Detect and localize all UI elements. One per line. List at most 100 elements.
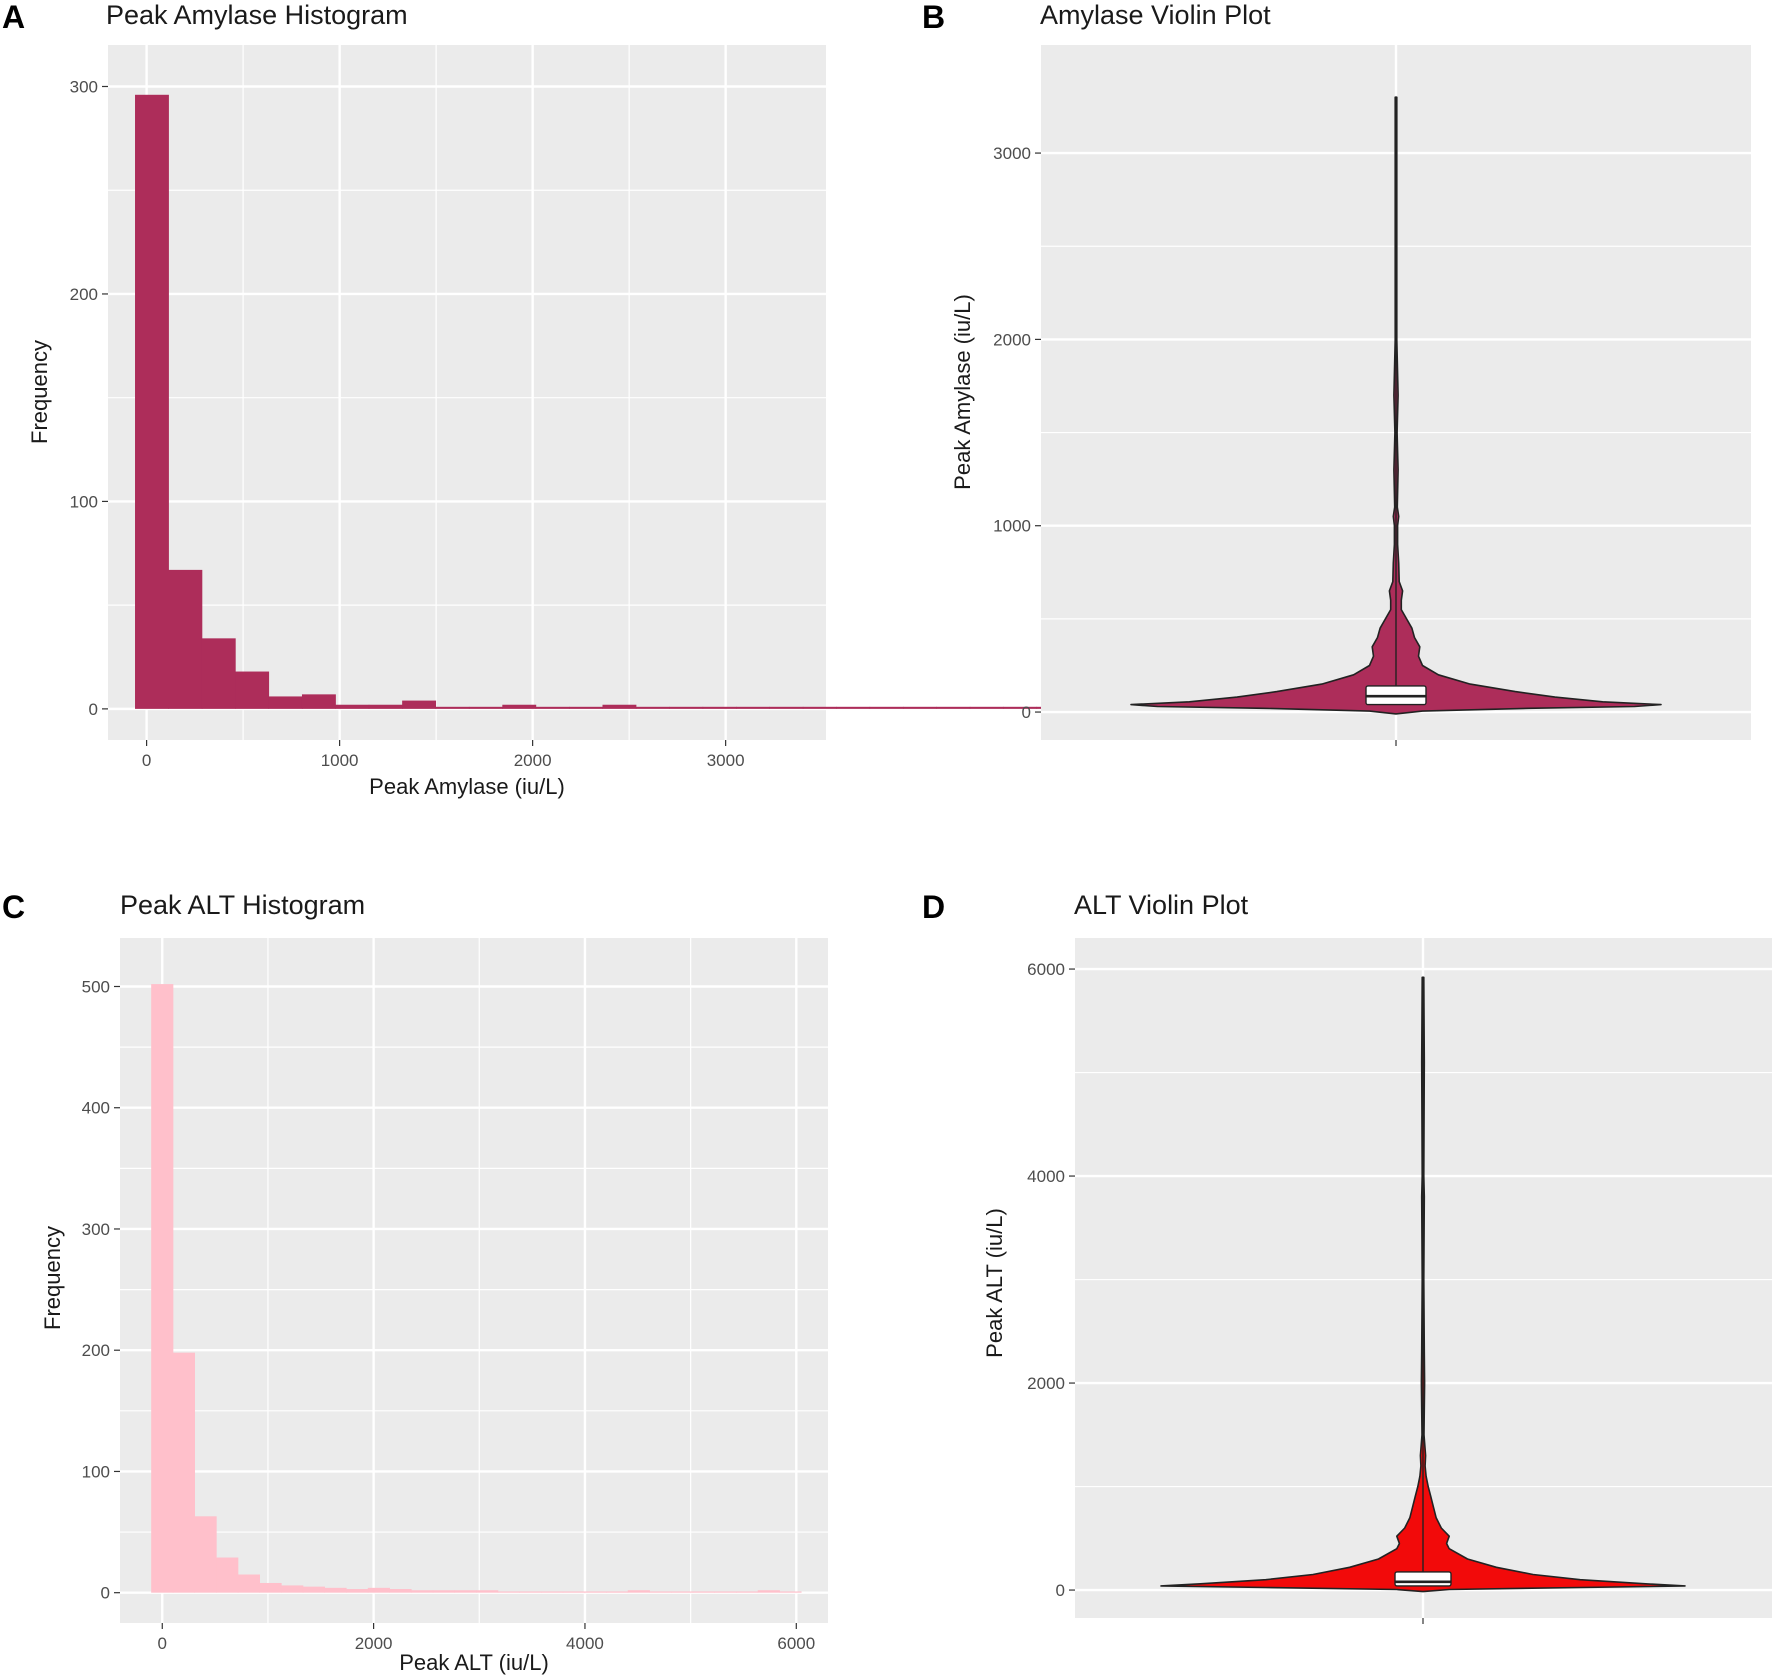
histogram-bar [402, 700, 437, 709]
x-axis-label-a: Peak Amylase (iu/L) [369, 774, 565, 799]
histogram-bar [468, 706, 503, 709]
histogram-bar [669, 706, 704, 709]
histogram-bar [135, 94, 169, 709]
histogram-bar [584, 1591, 607, 1593]
chart-title-d: ALT Violin Plot [1074, 890, 1249, 920]
bars-a [135, 94, 1271, 709]
tick-label-x: 2000 [355, 1634, 393, 1653]
tick-label-y: 100 [70, 492, 98, 511]
tick-label-y: 1000 [993, 517, 1031, 536]
tick-label-y: 100 [82, 1462, 110, 1481]
violin-d [1160, 976, 1686, 1593]
histogram-bar [168, 569, 203, 709]
histogram-bar [194, 1516, 217, 1593]
panel-b: B Amylase Violin Plot 0 1000 2000 3000 Peak… [922, 0, 1751, 746]
histogram-bar [237, 1574, 260, 1593]
bars-c [151, 984, 802, 1593]
panel-letter-d: D [922, 889, 945, 925]
tick-label-y: 4000 [1027, 1167, 1065, 1186]
y-axis-label-b: Peak Amylase (iu/L) [950, 294, 975, 490]
violin-b [1130, 96, 1662, 715]
histogram-bar [606, 1591, 629, 1593]
histogram-bar [635, 706, 670, 709]
histogram-bar [151, 984, 174, 1593]
histogram-bar [802, 706, 837, 709]
histogram-bar [692, 1591, 715, 1593]
histogram-bar [216, 1557, 239, 1593]
y-axis-label-c: Frequency [40, 1226, 65, 1330]
tick-label-y: 0 [89, 700, 98, 719]
histogram-bar [259, 1582, 282, 1593]
histogram-bar [736, 706, 770, 709]
histogram-bar [324, 1587, 347, 1593]
y-axis-label-a: Frequency [27, 340, 52, 444]
tick-label-y: 0 [1056, 1581, 1065, 1600]
tick-label-y: 200 [82, 1341, 110, 1360]
histogram-bar [335, 704, 370, 709]
histogram-bar [562, 1591, 585, 1593]
histogram-bar [903, 706, 937, 709]
histogram-bar [454, 1590, 477, 1593]
y-axis-label-d: Peak ALT (iu/L) [982, 1208, 1007, 1358]
histogram-bar [432, 1590, 455, 1593]
plot-panel-a [108, 45, 826, 740]
tick-label-y: 400 [82, 1099, 110, 1118]
panel-letter-b: B [922, 0, 945, 35]
tick-label-y: 200 [70, 285, 98, 304]
histogram-bar [435, 706, 470, 709]
tick-label-y: 6000 [1027, 960, 1065, 979]
box-iqr [1394, 1571, 1452, 1587]
gridlines-c [120, 938, 828, 1623]
histogram-bar [497, 1591, 520, 1593]
ticks-b: 0 1000 2000 3000 [993, 144, 1397, 746]
tick-label-x: 2000 [514, 751, 552, 770]
histogram-bar [671, 1591, 694, 1593]
histogram-bar [268, 696, 303, 709]
tick-label-y: 300 [82, 1220, 110, 1239]
ticks-c: 0 100 200 300 400 500 0 2000 4000 6000 [82, 977, 816, 1653]
tick-label-x: 0 [142, 751, 151, 770]
tick-label-x: 0 [158, 1634, 167, 1653]
tick-label-y: 2000 [1027, 1374, 1065, 1393]
panel-c: C Peak ALT Histogram 0 100 200 300 400 500 0 20… [2, 889, 828, 1675]
histogram-bar [389, 1589, 412, 1593]
histogram-bar [936, 706, 971, 709]
ticks-d: 0 2000 4000 6000 [1027, 960, 1424, 1624]
histogram-bar [502, 704, 537, 709]
histogram-bar [368, 704, 403, 709]
histogram-bar [411, 1590, 434, 1593]
histogram-bar [535, 706, 570, 709]
tick-label-y: 3000 [993, 144, 1031, 163]
histogram-bar [736, 1591, 759, 1593]
histogram-bar [201, 638, 236, 709]
histogram-bar [627, 1590, 650, 1593]
panel-letter-a: A [2, 0, 25, 35]
tick-label-y: 300 [70, 77, 98, 96]
tick-label-y: 500 [82, 977, 110, 996]
histogram-bar [869, 706, 904, 709]
histogram-bar [757, 1590, 780, 1593]
tick-label-x: 6000 [777, 1634, 815, 1653]
histogram-bar [649, 1591, 672, 1593]
histogram-bar [779, 1591, 802, 1593]
histogram-bar [172, 1352, 195, 1593]
histogram-bar [281, 1585, 304, 1593]
histogram-bar [702, 706, 737, 709]
histogram-bar [836, 706, 871, 709]
histogram-bar [569, 706, 603, 709]
histogram-bar [476, 1590, 499, 1593]
x-axis-label-c: Peak ALT (iu/L) [399, 1650, 549, 1675]
histogram-bar [302, 1586, 325, 1593]
tick-label-x: 4000 [566, 1634, 604, 1653]
histogram-bar [519, 1591, 542, 1593]
chart-title-b: Amylase Violin Plot [1040, 0, 1271, 30]
plot-panel-c [120, 938, 828, 1623]
histogram-bar [301, 694, 336, 709]
chart-title-a: Peak Amylase Histogram [106, 0, 408, 30]
histogram-bar [1003, 706, 1038, 709]
chart-title-c: Peak ALT Histogram [120, 890, 365, 920]
histogram-bar [602, 704, 637, 709]
